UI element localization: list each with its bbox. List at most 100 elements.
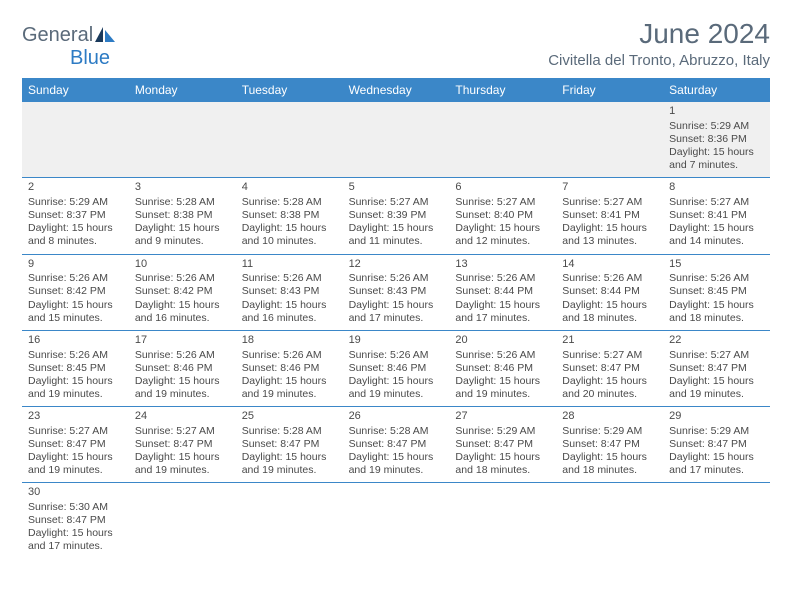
empty-cell <box>556 483 663 558</box>
day-cell: 16Sunrise: 5:26 AMSunset: 8:45 PMDayligh… <box>22 331 129 406</box>
sunrise-line: Sunrise: 5:26 AM <box>135 272 230 285</box>
daylight-line: Daylight: 15 hours and 19 minutes. <box>242 451 337 477</box>
day-number: 17 <box>135 334 230 348</box>
sunrise-line: Sunrise: 5:27 AM <box>562 196 657 209</box>
sunset-line: Sunset: 8:44 PM <box>455 285 550 298</box>
daylight-line: Daylight: 15 hours and 18 minutes. <box>562 451 657 477</box>
day-cell: 27Sunrise: 5:29 AMSunset: 8:47 PMDayligh… <box>449 407 556 482</box>
empty-cell <box>236 483 343 558</box>
sunset-line: Sunset: 8:44 PM <box>562 285 657 298</box>
logo-word2: Blue <box>70 47 110 69</box>
sunrise-line: Sunrise: 5:26 AM <box>455 272 550 285</box>
day-cell: 9Sunrise: 5:26 AMSunset: 8:42 PMDaylight… <box>22 255 129 330</box>
sunrise-line: Sunrise: 5:27 AM <box>349 196 444 209</box>
day-cell: 13Sunrise: 5:26 AMSunset: 8:44 PMDayligh… <box>449 255 556 330</box>
day-number: 10 <box>135 258 230 272</box>
daylight-line: Daylight: 15 hours and 17 minutes. <box>349 299 444 325</box>
sunset-line: Sunset: 8:43 PM <box>242 285 337 298</box>
day-number: 26 <box>349 410 444 424</box>
weekday-cell: Friday <box>556 78 663 102</box>
sunrise-line: Sunrise: 5:28 AM <box>242 196 337 209</box>
day-cell: 2Sunrise: 5:29 AMSunset: 8:37 PMDaylight… <box>22 178 129 253</box>
sunset-line: Sunset: 8:47 PM <box>28 514 123 527</box>
daylight-line: Daylight: 15 hours and 19 minutes. <box>242 375 337 401</box>
sunset-line: Sunset: 8:42 PM <box>135 285 230 298</box>
day-number: 24 <box>135 410 230 424</box>
day-cell: 30Sunrise: 5:30 AMSunset: 8:47 PMDayligh… <box>22 483 129 558</box>
daylight-line: Daylight: 15 hours and 19 minutes. <box>455 375 550 401</box>
day-number: 29 <box>669 410 764 424</box>
day-number: 19 <box>349 334 444 348</box>
day-number: 3 <box>135 181 230 195</box>
empty-cell <box>129 102 236 177</box>
day-number: 2 <box>28 181 123 195</box>
sunset-line: Sunset: 8:41 PM <box>562 209 657 222</box>
day-cell: 11Sunrise: 5:26 AMSunset: 8:43 PMDayligh… <box>236 255 343 330</box>
sunrise-line: Sunrise: 5:26 AM <box>242 272 337 285</box>
sunrise-line: Sunrise: 5:29 AM <box>562 425 657 438</box>
sunset-line: Sunset: 8:47 PM <box>135 438 230 451</box>
day-cell: 23Sunrise: 5:27 AMSunset: 8:47 PMDayligh… <box>22 407 129 482</box>
sunrise-line: Sunrise: 5:27 AM <box>669 196 764 209</box>
sunrise-line: Sunrise: 5:26 AM <box>28 349 123 362</box>
daylight-line: Daylight: 15 hours and 17 minutes. <box>455 299 550 325</box>
daylight-line: Daylight: 15 hours and 16 minutes. <box>135 299 230 325</box>
sunrise-line: Sunrise: 5:26 AM <box>455 349 550 362</box>
daylight-line: Daylight: 15 hours and 8 minutes. <box>28 222 123 248</box>
daylight-line: Daylight: 15 hours and 18 minutes. <box>455 451 550 477</box>
logo: GeneralBlue <box>22 24 117 70</box>
title-block: June 2024 Civitella del Tronto, Abruzzo,… <box>548 18 770 69</box>
empty-cell <box>22 102 129 177</box>
day-cell: 21Sunrise: 5:27 AMSunset: 8:47 PMDayligh… <box>556 331 663 406</box>
day-cell: 4Sunrise: 5:28 AMSunset: 8:38 PMDaylight… <box>236 178 343 253</box>
day-number: 23 <box>28 410 123 424</box>
day-number: 12 <box>349 258 444 272</box>
empty-cell <box>663 483 770 558</box>
day-number: 11 <box>242 258 337 272</box>
day-cell: 7Sunrise: 5:27 AMSunset: 8:41 PMDaylight… <box>556 178 663 253</box>
month-title: June 2024 <box>548 18 770 50</box>
day-cell: 3Sunrise: 5:28 AMSunset: 8:38 PMDaylight… <box>129 178 236 253</box>
sunset-line: Sunset: 8:38 PM <box>135 209 230 222</box>
daylight-line: Daylight: 15 hours and 19 minutes. <box>28 451 123 477</box>
sunset-line: Sunset: 8:46 PM <box>242 362 337 375</box>
day-cell: 28Sunrise: 5:29 AMSunset: 8:47 PMDayligh… <box>556 407 663 482</box>
day-number: 5 <box>349 181 444 195</box>
day-cell: 29Sunrise: 5:29 AMSunset: 8:47 PMDayligh… <box>663 407 770 482</box>
week-row: 16Sunrise: 5:26 AMSunset: 8:45 PMDayligh… <box>22 331 770 407</box>
empty-cell <box>343 483 450 558</box>
day-cell: 5Sunrise: 5:27 AMSunset: 8:39 PMDaylight… <box>343 178 450 253</box>
day-cell: 20Sunrise: 5:26 AMSunset: 8:46 PMDayligh… <box>449 331 556 406</box>
empty-cell <box>449 483 556 558</box>
sunset-line: Sunset: 8:47 PM <box>28 438 123 451</box>
day-number: 15 <box>669 258 764 272</box>
weekday-cell: Thursday <box>449 78 556 102</box>
sunrise-line: Sunrise: 5:26 AM <box>349 349 444 362</box>
daylight-line: Daylight: 15 hours and 18 minutes. <box>562 299 657 325</box>
sunrise-line: Sunrise: 5:28 AM <box>135 196 230 209</box>
day-number: 1 <box>669 105 764 119</box>
day-number: 25 <box>242 410 337 424</box>
day-number: 14 <box>562 258 657 272</box>
sunrise-line: Sunrise: 5:30 AM <box>28 501 123 514</box>
sunset-line: Sunset: 8:47 PM <box>562 362 657 375</box>
empty-cell <box>236 102 343 177</box>
daylight-line: Daylight: 15 hours and 18 minutes. <box>669 299 764 325</box>
logo-sail-icon <box>95 27 117 43</box>
sunset-line: Sunset: 8:47 PM <box>455 438 550 451</box>
page-header: GeneralBlue June 2024 Civitella del Tron… <box>22 18 770 70</box>
sunset-line: Sunset: 8:46 PM <box>135 362 230 375</box>
empty-cell <box>449 102 556 177</box>
location-text: Civitella del Tronto, Abruzzo, Italy <box>548 52 770 69</box>
sunset-line: Sunset: 8:46 PM <box>349 362 444 375</box>
weekday-cell: Tuesday <box>236 78 343 102</box>
empty-cell <box>129 483 236 558</box>
daylight-line: Daylight: 15 hours and 10 minutes. <box>242 222 337 248</box>
day-cell: 26Sunrise: 5:28 AMSunset: 8:47 PMDayligh… <box>343 407 450 482</box>
sunrise-line: Sunrise: 5:26 AM <box>28 272 123 285</box>
sunrise-line: Sunrise: 5:27 AM <box>562 349 657 362</box>
sunrise-line: Sunrise: 5:28 AM <box>349 425 444 438</box>
week-row: 2Sunrise: 5:29 AMSunset: 8:37 PMDaylight… <box>22 178 770 254</box>
day-number: 18 <box>242 334 337 348</box>
weeks-container: 1Sunrise: 5:29 AMSunset: 8:36 PMDaylight… <box>22 102 770 559</box>
